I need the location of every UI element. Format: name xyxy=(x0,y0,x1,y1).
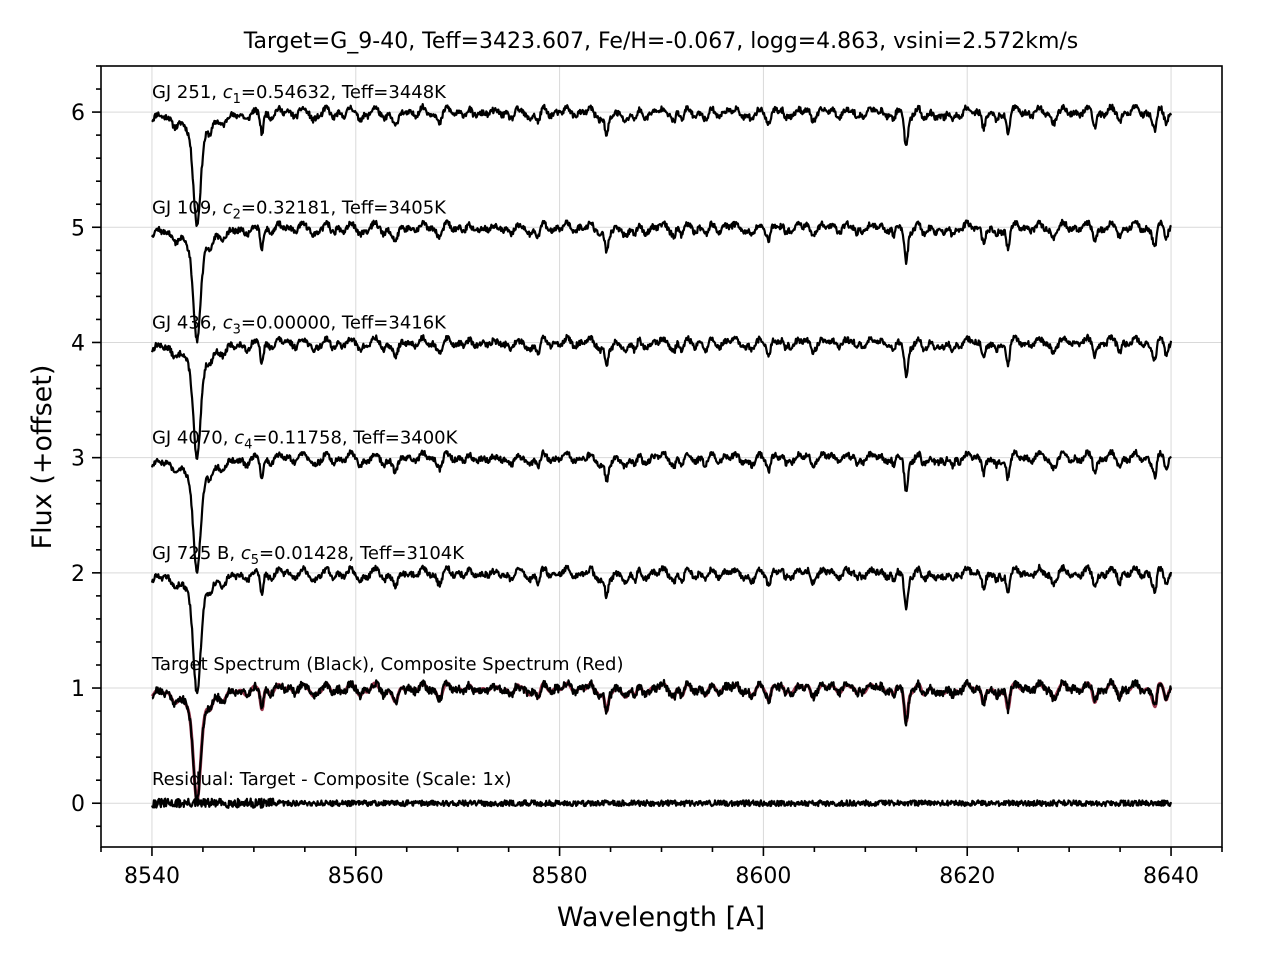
spectra-series xyxy=(150,103,1173,809)
label-prefix: GJ 4070, xyxy=(152,428,234,449)
y-axis-label: Flux (+offset) xyxy=(27,365,58,550)
coef-subscript: 4 xyxy=(244,438,252,453)
x-tick-label: 8560 xyxy=(328,864,384,889)
coef-symbol: c xyxy=(223,197,233,218)
y-tick-label: 5 xyxy=(71,216,85,241)
coef-subscript: 3 xyxy=(233,322,241,337)
template-spectrum-line xyxy=(151,103,1173,227)
template-spectrum-line xyxy=(150,563,1173,695)
coef-symbol: c xyxy=(223,82,233,103)
template-spectrum-line xyxy=(151,218,1172,344)
template-spectrum-line xyxy=(150,333,1173,460)
coef-subscript: 2 xyxy=(233,207,241,222)
residual-line xyxy=(150,797,1173,809)
y-tick-label: 4 xyxy=(71,331,85,356)
x-tick-label: 8600 xyxy=(735,864,791,889)
label-prefix: GJ 725 B, xyxy=(152,543,241,564)
template-spectrum-label: GJ 251, c1=0.54632, Teff=3448K xyxy=(152,82,447,107)
label-suffix: =0.54632, Teff=3448K xyxy=(241,82,447,103)
label-prefix: GJ 109, xyxy=(152,197,223,218)
x-tick-label: 8540 xyxy=(124,864,180,889)
chart-title: Target=G_9-40, Teff=3423.607, Fe/H=-0.06… xyxy=(243,29,1079,54)
target-spectrum-line xyxy=(151,678,1173,801)
x-tick-label: 8580 xyxy=(532,864,588,889)
template-spectrum-label: GJ 436, c3=0.00000, Teff=3416K xyxy=(152,312,447,337)
x-axis-label: Wavelength [A] xyxy=(557,902,765,933)
coef-subscript: 1 xyxy=(233,92,241,107)
template-spectrum-line xyxy=(150,448,1172,574)
y-tick-label: 0 xyxy=(71,792,85,817)
template-spectrum-label: GJ 4070, c4=0.11758, Teff=3400K xyxy=(152,428,459,453)
y-tick-label: 2 xyxy=(71,562,85,587)
y-tick-label: 3 xyxy=(71,447,85,472)
label-prefix: GJ 251, xyxy=(152,82,223,103)
label-prefix: GJ 436, xyxy=(152,312,223,333)
coef-symbol: c xyxy=(241,543,251,564)
x-tick-label: 8640 xyxy=(1143,864,1199,889)
y-tick-label: 1 xyxy=(71,677,85,702)
label-suffix: =0.00000, Teff=3416K xyxy=(241,312,447,333)
label-suffix: =0.01428, Teff=3104K xyxy=(259,543,465,564)
label-suffix: =0.32181, Teff=3405K xyxy=(241,197,447,218)
label-suffix: =0.11758, Teff=3400K xyxy=(252,428,458,449)
coef-subscript: 5 xyxy=(251,553,259,568)
coef-symbol: c xyxy=(223,312,233,333)
coef-symbol: c xyxy=(234,428,244,449)
target-spectrum-label: Target Spectrum (Black), Composite Spect… xyxy=(151,654,624,675)
template-spectrum-label: GJ 109, c2=0.32181, Teff=3405K xyxy=(152,197,447,222)
template-spectrum-label: GJ 725 B, c5=0.01428, Teff=3104K xyxy=(152,543,465,568)
axis-ticks: 8540 8560 8580 8600 8620 8640 0 1 2 3 4 5 6 xyxy=(71,65,1223,889)
y-tick-label: 6 xyxy=(71,101,85,126)
residual-label: Residual: Target - Composite (Scale: 1x) xyxy=(152,769,512,790)
x-tick-label: 8620 xyxy=(939,864,995,889)
